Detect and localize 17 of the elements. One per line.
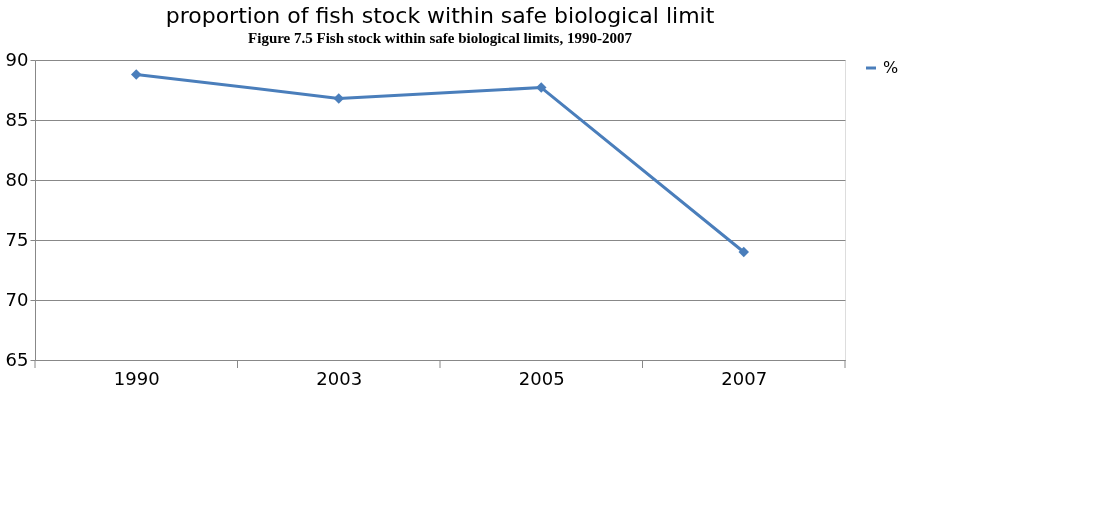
y-tick-label: 85 (5, 108, 29, 130)
x-tick-label: 2003 (316, 367, 363, 389)
legend-label: % (883, 58, 899, 77)
y-tick-label: 80 (5, 168, 29, 190)
point (536, 82, 547, 93)
caption: Figure 7.5 Fish stock within safe biological limits, 1990-2007 (248, 30, 633, 46)
x-tick-label: 2007 (721, 367, 768, 389)
point (333, 93, 344, 104)
chart-title: proportion of fish stock within safe biological limit (165, 3, 715, 28)
y-tick-label: 75 (5, 228, 29, 250)
y-tick-label: 70 (5, 288, 29, 310)
x-tick-label: 2005 (518, 367, 565, 389)
y-tick-label: 90 (5, 48, 29, 70)
x-tick-label: 1990 (113, 367, 160, 389)
y-tick-label: 65 (5, 348, 29, 370)
point (738, 246, 749, 258)
point (131, 69, 142, 80)
